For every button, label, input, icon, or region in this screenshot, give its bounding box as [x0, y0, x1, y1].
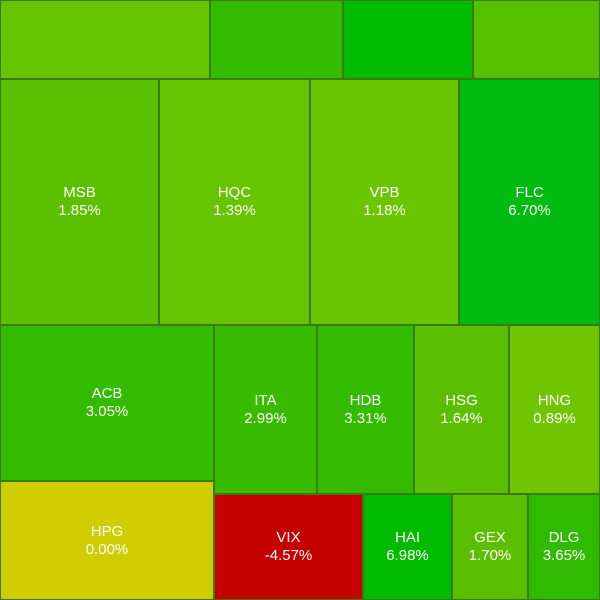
- tile-flc[interactable]: FLC 6.70%: [459, 79, 600, 325]
- percent-change: 6.98%: [386, 547, 429, 564]
- tile-dlg[interactable]: DLG 3.65%: [528, 494, 600, 600]
- percent-change: 1.39%: [213, 202, 256, 219]
- ticker-symbol: GEX: [474, 529, 506, 546]
- heatmap-tile[interactable]: [210, 0, 343, 79]
- ticker-symbol: VIX: [276, 529, 301, 546]
- heatmap-tile[interactable]: [473, 0, 600, 79]
- tile-acb[interactable]: ACB 3.05%: [0, 325, 214, 481]
- ticker-symbol: HNG: [537, 391, 572, 409]
- ticker-symbol: HAI: [394, 529, 420, 546]
- percent-change: 3.65%: [542, 547, 586, 564]
- percent-change: 3.31%: [344, 409, 387, 427]
- tile-ita[interactable]: ITA 2.99%: [214, 325, 317, 494]
- percent-change: 0.89%: [533, 409, 576, 427]
- heatmap-tile[interactable]: [343, 0, 473, 79]
- percent-change: 2.99%: [244, 409, 287, 427]
- tile-hsg[interactable]: HSG 1.64%: [414, 325, 509, 494]
- heatmap-tile[interactable]: [0, 0, 210, 79]
- tile-gex[interactable]: GEX 1.70%: [452, 494, 528, 600]
- percent-change: -4.57%: [264, 547, 313, 564]
- ticker-symbol: HQC: [217, 184, 252, 201]
- ticker-symbol: FLC: [515, 184, 544, 201]
- ticker-symbol: DLG: [548, 529, 580, 546]
- tile-hai[interactable]: HAI 6.98%: [363, 494, 452, 600]
- percent-change: 1.70%: [468, 547, 512, 564]
- tile-vpb[interactable]: VPB 1.18%: [310, 79, 459, 325]
- tile-hdb[interactable]: HDB 3.31%: [317, 325, 414, 494]
- ticker-symbol: HPG: [90, 522, 124, 540]
- ticker-symbol: ACB: [91, 385, 123, 402]
- tile-hng[interactable]: HNG 0.89%: [509, 325, 600, 494]
- percent-change: 1.18%: [363, 202, 406, 219]
- percent-change: 0.00%: [85, 540, 129, 558]
- ticker-symbol: MSB: [63, 184, 96, 201]
- tile-vix[interactable]: VIX -4.57%: [214, 494, 363, 600]
- percent-change: 1.64%: [440, 409, 483, 427]
- percent-change: 6.70%: [508, 202, 551, 219]
- tile-hpg[interactable]: HPG 0.00%: [0, 481, 214, 600]
- ticker-symbol: VPB: [369, 184, 400, 201]
- ticker-symbol: HDB: [349, 391, 382, 409]
- percent-change: 1.85%: [58, 202, 101, 219]
- tile-hqc[interactable]: HQC 1.39%: [159, 79, 310, 325]
- tile-msb[interactable]: MSB 1.85%: [0, 79, 159, 325]
- ticker-symbol: HSG: [445, 391, 478, 409]
- percent-change: 3.05%: [85, 403, 129, 420]
- ticker-symbol: ITA: [254, 391, 277, 409]
